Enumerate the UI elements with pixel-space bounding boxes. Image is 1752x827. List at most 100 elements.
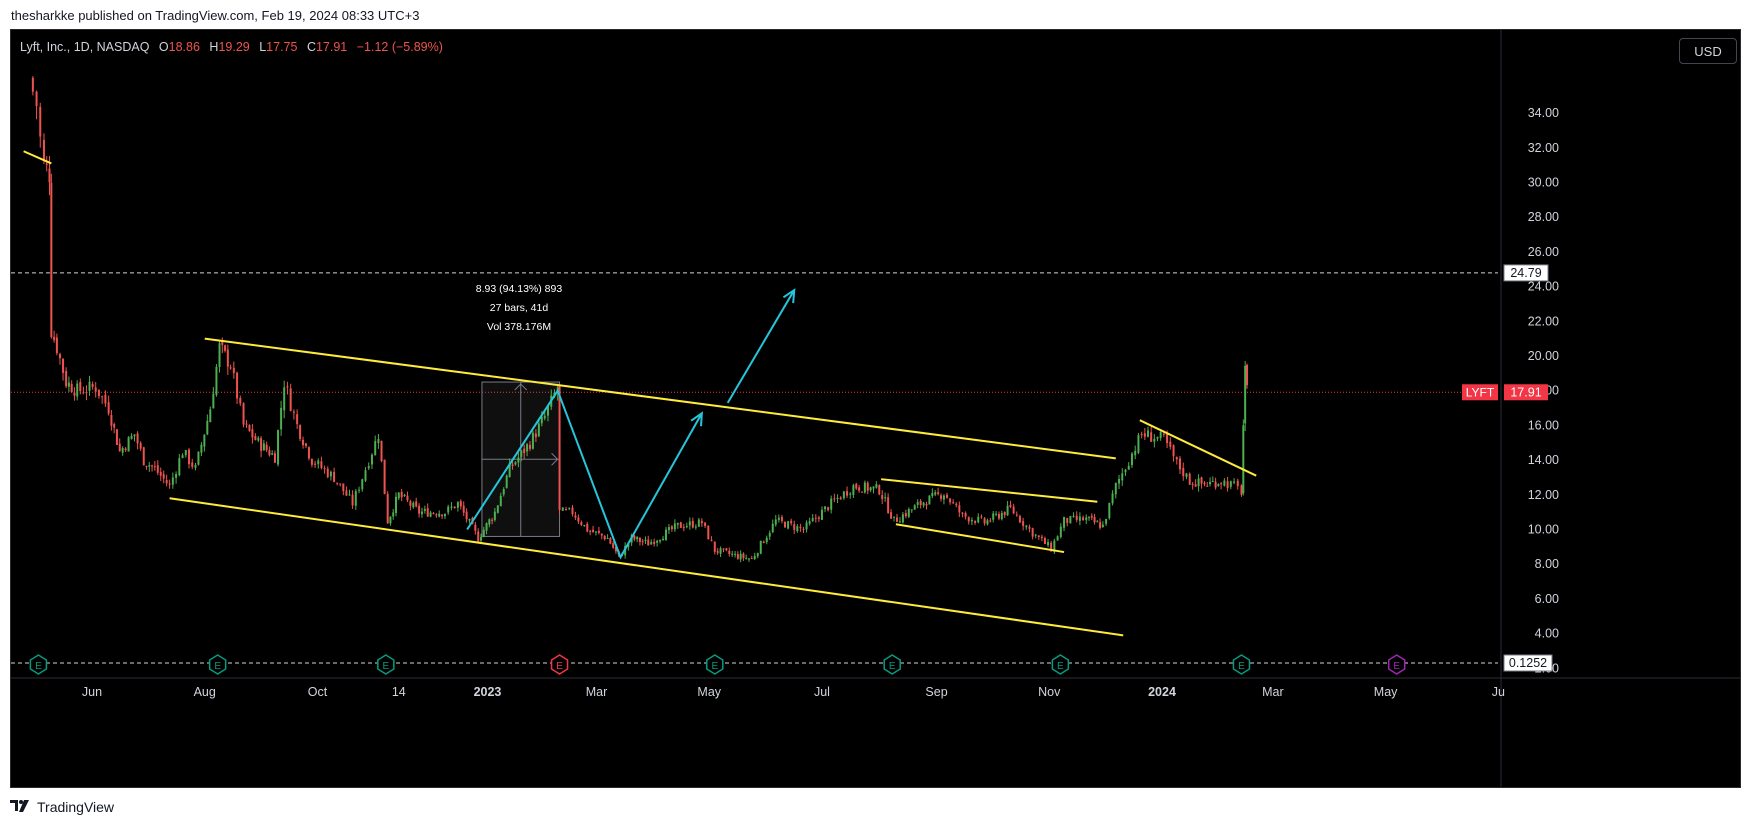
candle-body — [459, 501, 462, 507]
candle-body — [673, 523, 676, 530]
candle-body — [310, 459, 313, 465]
currency-button[interactable]: USD — [1679, 38, 1737, 64]
candle-body — [1229, 481, 1232, 487]
candle-body — [1203, 482, 1206, 485]
tradingview-logo-icon — [10, 800, 29, 812]
candle-body — [734, 553, 737, 555]
candle-body — [248, 424, 251, 431]
candle-body — [1114, 483, 1117, 495]
candle-body — [45, 163, 48, 165]
candle-body — [283, 387, 286, 411]
candle-body — [974, 520, 977, 523]
candle-body — [415, 501, 418, 507]
candle-body — [127, 437, 130, 452]
candle-body — [802, 528, 805, 530]
candle-body — [1031, 528, 1034, 537]
candle-body — [354, 490, 357, 506]
chart-frame[interactable]: 2.004.006.008.0010.0012.0014.0016.0018.0… — [10, 29, 1741, 788]
measure-label-volume: Vol 378.176M — [486, 321, 552, 333]
price-tick-label: 34.00 — [1528, 106, 1559, 120]
time-tick-label: 2023 — [474, 685, 502, 699]
candle-body — [872, 486, 875, 489]
candle-body — [719, 548, 722, 554]
candle-body — [409, 501, 412, 506]
earnings-marker-icon: E — [1232, 654, 1251, 675]
candle-body — [35, 91, 38, 107]
price-tick-label: 20.00 — [1528, 349, 1559, 363]
candle-body — [260, 438, 263, 451]
candle-body — [505, 475, 508, 488]
candle-body — [1182, 467, 1185, 477]
candle-body — [271, 453, 274, 455]
price-tick-label: 24.00 — [1528, 280, 1559, 294]
candle-body — [320, 461, 323, 468]
candle-body — [1242, 425, 1245, 494]
earnings-marker-letter: E — [35, 661, 42, 672]
candle-body — [88, 381, 91, 391]
projection-arrow-head-1 — [690, 411, 703, 427]
candle-body — [1244, 365, 1247, 424]
candle-body — [586, 523, 589, 532]
earnings-marker-icon: E — [208, 654, 227, 675]
candle-body — [531, 432, 534, 449]
candle-body — [171, 477, 174, 485]
candle-body — [1166, 432, 1169, 444]
level-tag-24-79-bg — [1503, 264, 1549, 282]
candle-body — [1053, 540, 1056, 552]
candle-body — [739, 553, 742, 560]
candle-body — [1108, 502, 1111, 519]
candle-body — [774, 519, 777, 525]
candle-body — [254, 436, 257, 440]
candle-body — [750, 558, 753, 560]
candle-body — [200, 444, 203, 453]
candle-body — [875, 484, 878, 488]
candle-body — [48, 168, 51, 183]
candle-body — [1150, 432, 1153, 442]
candle-body — [1172, 445, 1175, 457]
candle-body — [215, 366, 218, 395]
time-tick-label: May — [1374, 685, 1398, 699]
measure-label-bars: 27 bars, 41d — [489, 302, 549, 314]
candle-body — [206, 420, 209, 435]
candle-body — [329, 471, 332, 477]
earnings-marker-icon: E — [1387, 654, 1406, 675]
candle-body — [1194, 484, 1197, 487]
candle-body — [574, 515, 577, 518]
candle-body — [603, 535, 606, 540]
candle-body — [97, 389, 100, 397]
candle-body — [1147, 430, 1150, 437]
candle-body — [977, 516, 980, 523]
candle-body — [447, 506, 450, 513]
candle-body — [561, 507, 564, 511]
candle-body — [175, 474, 178, 478]
candle-body — [53, 336, 56, 341]
time-tick-label: Aug — [194, 685, 216, 699]
candle-body — [946, 494, 949, 498]
earnings-marker-letter: E — [889, 661, 896, 672]
candle-body — [869, 487, 872, 491]
candle-body — [226, 349, 229, 367]
candle-body — [753, 555, 756, 560]
earnings-marker-icon: E — [883, 654, 901, 675]
candle-body — [1211, 481, 1214, 483]
candle-body — [659, 540, 662, 542]
candle-body — [333, 471, 336, 482]
candle-body — [1153, 438, 1156, 442]
candle-body — [861, 491, 864, 493]
open-value: 18.86 — [168, 40, 200, 54]
last-price-tag-label: 17.91 — [1510, 385, 1541, 399]
candle-body — [898, 521, 901, 523]
candle-body — [136, 433, 139, 444]
candle-body — [676, 522, 679, 525]
time-tick-label: 14 — [392, 685, 406, 699]
candle-body — [514, 462, 517, 465]
price-chart[interactable]: 2.004.006.008.0010.0012.0014.0016.0018.0… — [11, 30, 1740, 787]
candle-body — [940, 495, 943, 499]
candle-body — [351, 494, 354, 506]
candle-body — [731, 553, 734, 555]
candle-body — [221, 340, 224, 345]
candle-body — [777, 517, 780, 520]
candle-body — [485, 523, 488, 531]
candle-body — [130, 435, 133, 439]
candle-body — [1069, 516, 1072, 524]
